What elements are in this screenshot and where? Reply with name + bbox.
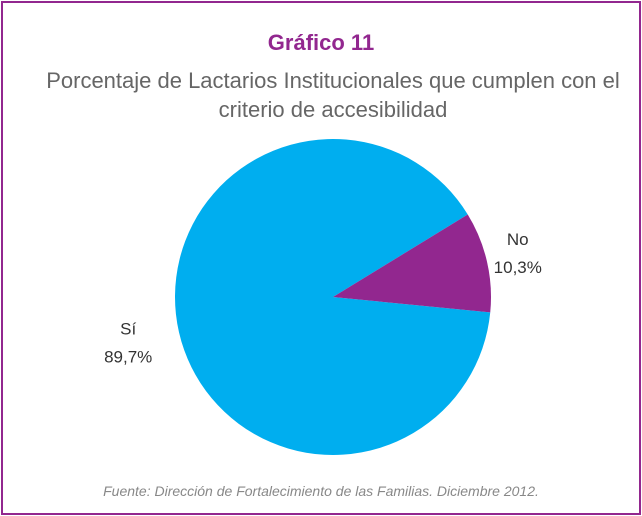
- chart-title: Gráfico 11: [267, 30, 375, 55]
- pie-slice: [333, 214, 492, 313]
- chart: Sí 89,7% No 10,3%: [104, 139, 542, 456]
- slice-label: No: [507, 230, 529, 249]
- slice-value-label: 89,7%: [104, 348, 152, 367]
- slice-value-label: 10,3%: [494, 258, 542, 277]
- chart-subtitle: Porcentaje de Lactarios Institucionales …: [46, 68, 620, 122]
- slice-label: Sí: [120, 320, 136, 339]
- chart-source: Fuente: Dirección de Fortalecimiento de …: [103, 483, 539, 499]
- pie-slice: [175, 139, 491, 456]
